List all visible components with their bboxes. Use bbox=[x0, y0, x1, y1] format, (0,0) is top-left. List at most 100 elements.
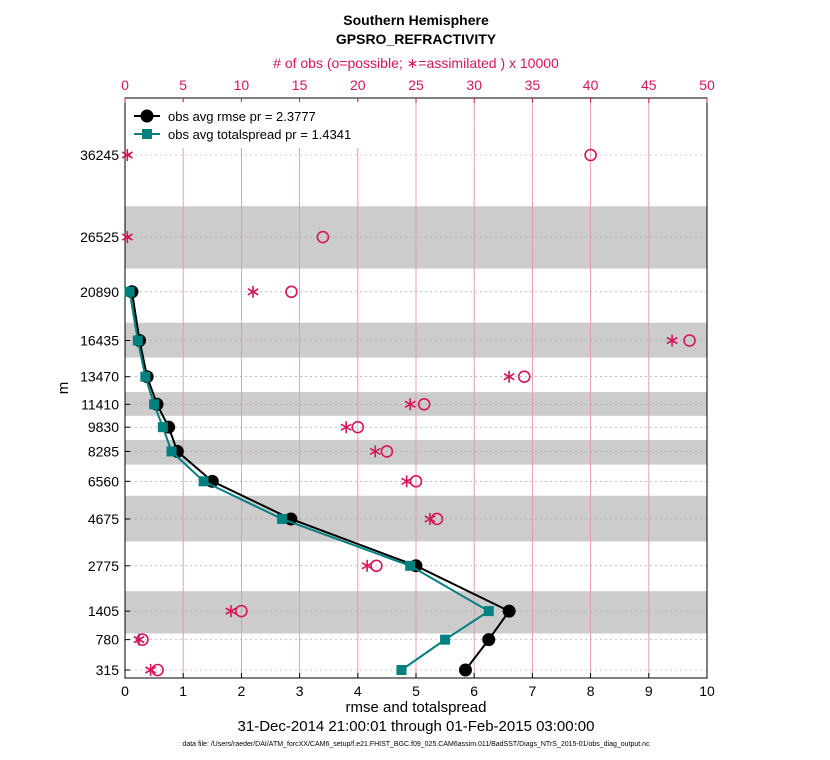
obs-possible-marker bbox=[316, 230, 330, 244]
obs-assimilated-marker bbox=[503, 370, 515, 383]
asterisk-stroke bbox=[361, 562, 373, 570]
spread-point bbox=[483, 606, 494, 617]
asterisk-stroke bbox=[225, 607, 237, 615]
asterisk-stroke bbox=[369, 447, 381, 456]
footnote: data file: /Users/raeder/DAI/ATM_forcXX/… bbox=[182, 741, 650, 748]
asterisk-stroke bbox=[503, 373, 515, 381]
asterisk-stroke bbox=[424, 515, 436, 523]
asterisk-stroke bbox=[666, 336, 678, 345]
y-tick-label: 13470 bbox=[80, 369, 119, 385]
obs-possible-marker bbox=[409, 475, 423, 488]
legend-spread-marker bbox=[142, 129, 152, 139]
obs-count-markers bbox=[121, 148, 696, 677]
chart-subtitle: GPSRO_REFRACTIVITY bbox=[336, 31, 497, 47]
x-axis-label: rmse and totalspread bbox=[346, 699, 487, 716]
obs-assimilated-marker bbox=[225, 605, 237, 618]
asterisk-stroke bbox=[121, 151, 133, 159]
asterisk-stroke bbox=[145, 666, 157, 674]
top-tick-label: 15 bbox=[292, 77, 308, 93]
obs-assimilated-marker bbox=[401, 475, 413, 488]
y-tick-label: 36245 bbox=[80, 147, 119, 163]
asterisk-stroke bbox=[401, 477, 413, 486]
obs-possible-marker bbox=[136, 633, 149, 646]
top-tick-label: 45 bbox=[641, 77, 657, 93]
y-tick-label: 20890 bbox=[80, 284, 119, 300]
spread-point bbox=[440, 634, 451, 645]
obs-assimilated-marker bbox=[145, 664, 157, 676]
top-tick-label: 20 bbox=[350, 77, 366, 93]
obs-assimilated-marker bbox=[666, 334, 678, 347]
obs-possible-marker bbox=[285, 285, 298, 299]
y-tick-label: 9830 bbox=[88, 419, 119, 435]
top-tick-label: 5 bbox=[179, 77, 187, 93]
obs-assimilated-marker bbox=[247, 285, 259, 298]
top-tick-label: 35 bbox=[525, 77, 541, 93]
obs-assimilated-marker bbox=[369, 445, 381, 458]
spread-point bbox=[132, 335, 143, 346]
y-tick-label: 11410 bbox=[81, 396, 119, 412]
y-tick-label: 780 bbox=[96, 632, 120, 648]
legend-spread-label: obs avg totalspread pr = 1.4341 bbox=[168, 127, 351, 142]
obs-possible-marker bbox=[417, 397, 431, 411]
spread-point bbox=[396, 665, 407, 675]
obs-possible-marker bbox=[370, 559, 383, 573]
legend-box bbox=[128, 102, 386, 148]
x-tick-label: 4 bbox=[354, 683, 362, 699]
asterisk-stroke bbox=[133, 635, 145, 644]
rmse-point bbox=[502, 604, 516, 618]
obs-assimilated-marker bbox=[361, 559, 373, 572]
y-tick-label: 4675 bbox=[88, 511, 119, 527]
y-tick-label: 315 bbox=[96, 662, 120, 678]
grid bbox=[125, 98, 707, 678]
obs-assimilated-marker bbox=[133, 633, 145, 646]
spread-point bbox=[198, 476, 209, 487]
x-tick-label: 1 bbox=[179, 683, 187, 699]
y-tick-label: 2775 bbox=[88, 558, 119, 574]
obs-assimilated-marker bbox=[424, 512, 436, 525]
x-tick-label: 2 bbox=[238, 683, 246, 699]
x-tick-label: 10 bbox=[699, 683, 715, 699]
obs-assimilated-marker bbox=[340, 421, 352, 434]
spread-point bbox=[166, 446, 177, 457]
top-tick-label: 40 bbox=[583, 77, 599, 93]
asterisk-stroke bbox=[121, 233, 133, 241]
x-axis: 0 1 2 3 4 5 6 7 8 9 10 bbox=[121, 673, 715, 699]
y-tick-label: 26525 bbox=[80, 229, 119, 245]
series-lines bbox=[124, 285, 516, 677]
x-tick-label: 7 bbox=[529, 683, 537, 699]
x-tick-label: 9 bbox=[645, 683, 653, 699]
spread-point bbox=[157, 422, 168, 433]
top-tick-label: 30 bbox=[466, 77, 482, 93]
top-tick-label: 10 bbox=[234, 77, 250, 93]
series-line-obs-avg-totalspread bbox=[128, 291, 491, 671]
y-tick-label: 6560 bbox=[88, 473, 119, 489]
obs-possible-marker bbox=[235, 604, 248, 618]
spread-point bbox=[405, 560, 416, 571]
legend-rmse-marker bbox=[140, 109, 154, 123]
y-tick-label: 1405 bbox=[88, 603, 119, 619]
rmse-point bbox=[458, 663, 472, 677]
top-axis: 0 5 10 15 20 25 30 35 40 45 50 bbox=[121, 77, 715, 103]
y-axis: 36245 26525 20890 16435 13470 11410 9830 8285 65… bbox=[80, 147, 130, 678]
y-tick-label: 8285 bbox=[88, 443, 119, 459]
spread-point bbox=[140, 371, 151, 382]
obs-assimilated-marker bbox=[404, 398, 416, 411]
obs-possible-marker bbox=[517, 370, 531, 384]
top-tick-label: 0 bbox=[121, 77, 129, 93]
x-tick-label: 3 bbox=[296, 683, 304, 699]
rmse-point bbox=[284, 512, 298, 526]
x-tick-label: 6 bbox=[470, 683, 478, 699]
x-tick-label: 8 bbox=[587, 683, 595, 699]
y-tick-label: 16435 bbox=[80, 333, 119, 349]
obs-possible-marker bbox=[584, 148, 597, 162]
x-tick-label: 5 bbox=[412, 683, 420, 699]
y-axis-label: m bbox=[55, 382, 72, 395]
obs-possible-marker bbox=[351, 420, 365, 434]
obs-possible-marker bbox=[683, 334, 696, 347]
date-range: 31-Dec-2014 21:00:01 through 01-Feb-2015… bbox=[238, 718, 595, 735]
top-tick-label: 50 bbox=[699, 77, 715, 93]
x-tick-label: 0 bbox=[121, 683, 129, 699]
legend-rmse-label: obs avg rmse pr = 2.3777 bbox=[168, 109, 316, 124]
obs-assimilated-marker bbox=[121, 149, 133, 161]
